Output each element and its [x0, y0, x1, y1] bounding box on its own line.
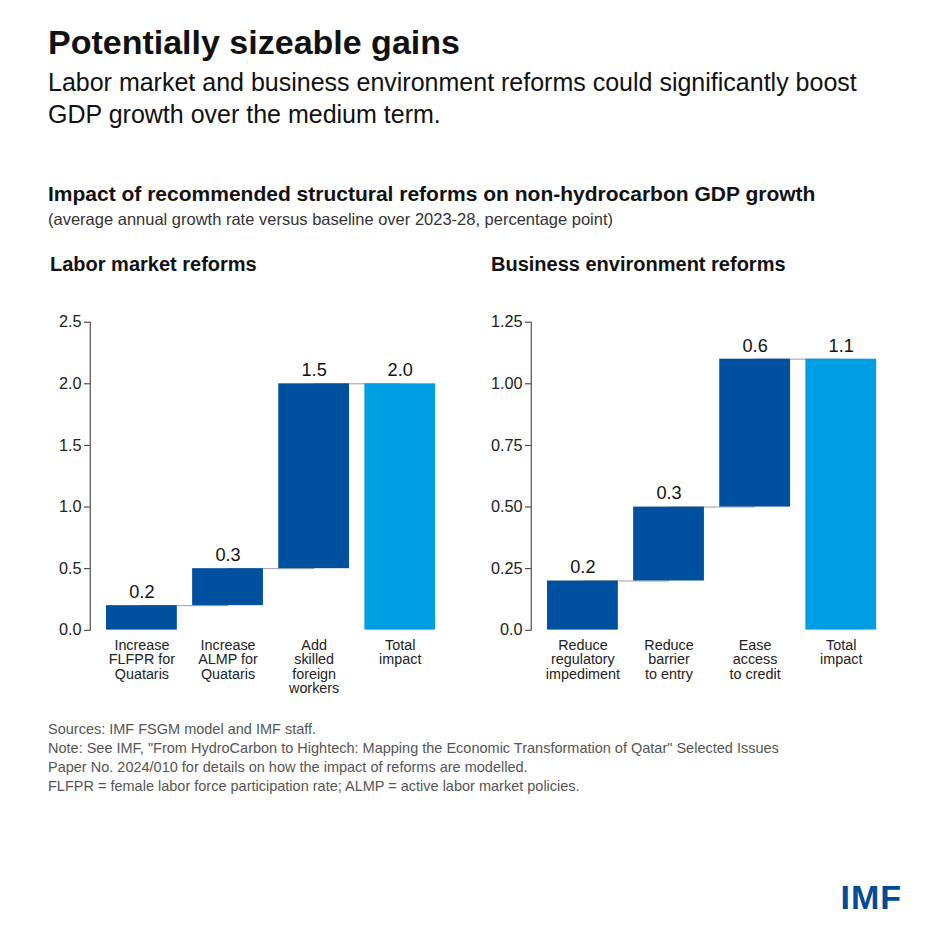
- svg-text:Reduceregulatoryimpediment: Reduceregulatoryimpediment: [546, 637, 620, 682]
- svg-text:0.0: 0.0: [500, 620, 523, 638]
- svg-text:0.75: 0.75: [491, 436, 523, 454]
- svg-text:0.2: 0.2: [129, 582, 154, 602]
- svg-text:IncreaseALMP forQuataris: IncreaseALMP forQuataris: [198, 637, 258, 682]
- html-text:Labor market reforms: Labor market reforms: [50, 253, 257, 275]
- svg-text:Easeaccessto credit: Easeaccessto credit: [730, 637, 781, 682]
- svg-text:2.0: 2.0: [388, 360, 413, 380]
- svg-text:0.25: 0.25: [491, 559, 523, 577]
- html-text:Labor market and business envi: Labor market and business environment re…: [48, 68, 857, 128]
- html-text:Impact of recommended structur: Impact of recommended structural reforms…: [48, 182, 816, 205]
- svg-text:0.6: 0.6: [743, 336, 768, 356]
- svg-text:0.2: 0.2: [570, 557, 595, 577]
- svg-text:1.5: 1.5: [59, 436, 82, 454]
- html-text:Business environment reforms: Business environment reforms: [491, 253, 786, 275]
- html-text:IMF: IMF: [840, 878, 902, 916]
- svg-text:Totalimpact: Totalimpact: [379, 637, 421, 667]
- html-text:(average annual growth rate ve: (average annual growth rate versus basel…: [48, 210, 613, 228]
- html-text:Sources: IMF FSGM model and IM: Sources: IMF FSGM model and IMF staff.: [48, 721, 317, 737]
- svg-text:1.00: 1.00: [491, 374, 523, 392]
- html-text:Potentially sizeable gains: Potentially sizeable gains: [48, 23, 460, 61]
- svg-text:IncreaseFLFPR forQuataris: IncreaseFLFPR forQuataris: [109, 637, 175, 682]
- svg-text:1.25: 1.25: [491, 312, 523, 330]
- svg-text:0.3: 0.3: [215, 545, 240, 565]
- svg-text:Totalimpact: Totalimpact: [820, 637, 862, 667]
- svg-text:Reducebarrierto entry: Reducebarrierto entry: [644, 637, 693, 682]
- svg-text:Addskilledforeignworkers: Addskilledforeignworkers: [288, 637, 339, 696]
- svg-text:1.1: 1.1: [829, 336, 854, 356]
- svg-text:0.5: 0.5: [59, 559, 82, 577]
- svg-text:1.5: 1.5: [302, 360, 327, 380]
- svg-text:1.0: 1.0: [59, 497, 82, 515]
- html-text:FLFPR = female labor force par: FLFPR = female labor force participation…: [48, 778, 580, 794]
- svg-text:2.5: 2.5: [59, 312, 82, 330]
- svg-text:0.0: 0.0: [59, 620, 82, 638]
- svg-text:2.0: 2.0: [59, 374, 82, 392]
- html-text:Note: See IMF, "From HydroCarb: Note: See IMF, "From HydroCarbon to High…: [48, 740, 779, 775]
- svg-text:0.50: 0.50: [491, 497, 523, 515]
- svg-text:0.3: 0.3: [656, 483, 681, 503]
